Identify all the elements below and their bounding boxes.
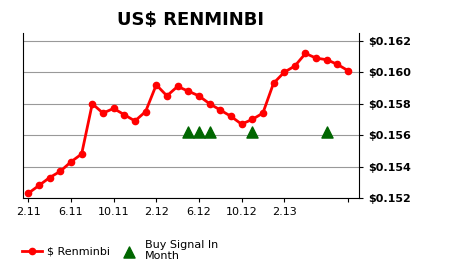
$ Renminbi xyxy=(121,113,127,116)
Buy Signal In
Month xyxy=(248,130,255,134)
$ Renminbi xyxy=(281,71,286,74)
$ Renminbi xyxy=(291,64,297,68)
Title: US$ RENMINBI: US$ RENMINBI xyxy=(117,11,264,29)
$ Renminbi xyxy=(323,58,329,61)
$ Renminbi xyxy=(259,111,265,115)
$ Renminbi xyxy=(26,192,31,195)
$ Renminbi xyxy=(68,160,73,164)
$ Renminbi xyxy=(345,69,350,72)
$ Renminbi xyxy=(100,111,106,115)
$ Renminbi xyxy=(90,102,95,105)
$ Renminbi xyxy=(78,152,84,156)
$ Renminbi xyxy=(196,94,201,98)
$ Renminbi xyxy=(36,184,42,187)
$ Renminbi xyxy=(334,63,340,66)
Buy Signal In
Month xyxy=(184,130,191,134)
$ Renminbi xyxy=(185,89,190,93)
$ Renminbi xyxy=(153,83,159,87)
$ Renminbi xyxy=(238,122,244,126)
$ Renminbi xyxy=(270,82,276,85)
Legend: $ Renminbi, Buy Signal In
Month: $ Renminbi, Buy Signal In Month xyxy=(22,240,218,262)
$ Renminbi xyxy=(174,85,180,88)
$ Renminbi xyxy=(164,94,169,98)
$ Renminbi xyxy=(47,176,52,179)
$ Renminbi xyxy=(302,52,308,55)
Buy Signal In
Month xyxy=(195,130,202,134)
Line: $ Renminbi: $ Renminbi xyxy=(25,50,351,196)
Buy Signal In
Month xyxy=(206,130,213,134)
$ Renminbi xyxy=(143,110,148,113)
$ Renminbi xyxy=(207,102,212,105)
Buy Signal In
Month xyxy=(322,130,330,134)
$ Renminbi xyxy=(217,108,223,112)
$ Renminbi xyxy=(313,56,318,60)
$ Renminbi xyxy=(57,170,63,173)
$ Renminbi xyxy=(111,107,116,110)
$ Renminbi xyxy=(132,119,137,123)
$ Renminbi xyxy=(228,115,233,118)
$ Renminbi xyxy=(249,118,254,121)
